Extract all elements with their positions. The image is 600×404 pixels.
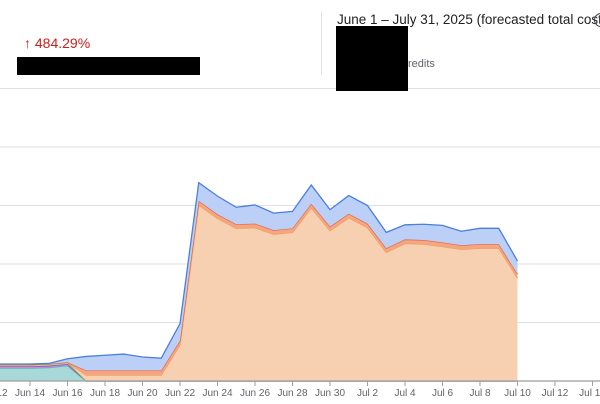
redacted-block bbox=[17, 57, 200, 75]
x-tick-label: Jul 12 bbox=[542, 388, 569, 399]
x-tick-label: Jul 4 bbox=[394, 388, 416, 399]
divider bbox=[321, 12, 322, 75]
series-area-3 bbox=[0, 204, 518, 381]
redacted-block bbox=[336, 26, 408, 91]
x-tick-label: Jun 14 bbox=[15, 388, 45, 399]
x-tick-label: Jul 2 bbox=[357, 388, 379, 399]
x-tick-label: Jul 8 bbox=[469, 388, 491, 399]
x-tick-label: Jul 14 bbox=[579, 388, 600, 399]
x-tick-label: Jun 30 bbox=[315, 388, 345, 399]
change-percent: ↑ 484.29% bbox=[24, 35, 90, 51]
credits-label: redits bbox=[408, 58, 435, 70]
x-tick-label: Jul 6 bbox=[432, 388, 454, 399]
change-percent-value: 484.29% bbox=[34, 35, 91, 51]
series-line-5 bbox=[0, 181, 519, 365]
arrow-up-icon: ↑ bbox=[24, 35, 31, 51]
x-tick-label: Jun 28 bbox=[277, 388, 307, 399]
x-tick-label: Jun 22 bbox=[165, 388, 195, 399]
series-area-5 bbox=[0, 182, 518, 371]
range-label: June 1 – July 31, 2025 (forecasted total… bbox=[337, 12, 600, 27]
x-tick-label: Jun 18 bbox=[90, 388, 120, 399]
x-tick-label: Jun 16 bbox=[52, 388, 82, 399]
x-tick-label: Jun 24 bbox=[202, 388, 232, 399]
x-tick-label: Jun 20 bbox=[127, 388, 157, 399]
x-tick-label: Jul 10 bbox=[504, 388, 531, 399]
x-tick-label: Jun 12 bbox=[0, 388, 8, 399]
x-tick-label: Jun 26 bbox=[240, 388, 270, 399]
